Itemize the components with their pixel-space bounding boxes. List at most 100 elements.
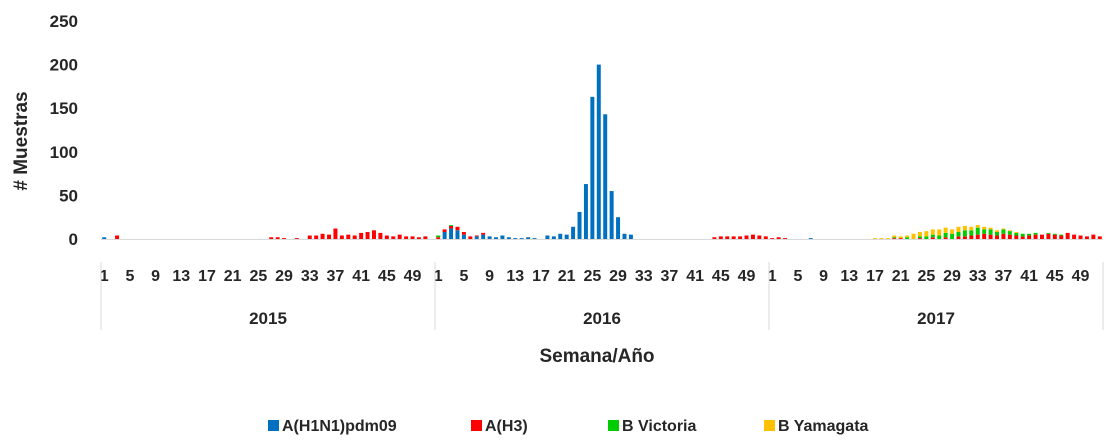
bar-segment [1065,232,1070,239]
bar-segment [898,236,903,239]
bar-segment [102,237,107,239]
bar-segment [982,226,987,230]
bar-segment [359,232,364,239]
bar-segment [1059,235,1064,239]
bar-segment [474,236,479,239]
bar-segment [468,236,473,239]
bar-segment [545,235,550,239]
bar-segment [1052,234,1057,239]
x-tick-label: 33 [969,268,987,285]
bar-segment [917,232,922,237]
x-tick-label: 21 [224,268,242,285]
bar-segment [461,232,466,235]
bar-segment [590,96,595,239]
bar-segment [1033,232,1038,235]
bar-segment [995,230,1000,233]
bar-segment [930,234,935,238]
bar-segment [269,237,274,239]
bar-segment [526,237,531,239]
bar-segment [487,236,492,239]
bar-segment [995,232,1000,236]
bar-segment [924,231,929,237]
bar-segment [275,237,280,239]
bar-segment [962,236,967,239]
bar-segment [879,238,884,239]
bar-segment [1014,232,1019,236]
bar-segment [892,237,897,239]
bar-segment [609,191,614,239]
bar-segment [410,236,415,239]
bar-segment [956,232,961,237]
x-tick-label: 33 [635,268,653,285]
bar-segment [975,234,980,239]
bar-segment [950,233,955,239]
bar-segment [962,230,967,237]
bar-segment [757,235,762,239]
bar-segment [596,64,601,239]
bar-segment [314,235,319,239]
x-tick-label: 37 [327,268,345,285]
x-tick-label: 45 [1046,268,1064,285]
bar-segment [1001,228,1006,230]
legend-label: B Yamagata [778,418,869,435]
x-tick-label: 25 [917,268,935,285]
bar-segment [532,238,537,239]
bar-segment [988,234,993,239]
x-axis-year-frame [100,239,1104,330]
bar-segment [371,230,376,239]
bar-segment [937,235,942,239]
bar-segment [1039,234,1044,239]
bar-segment [416,237,421,239]
x-axis-title: Semana/Año [539,346,654,367]
x-tick-label: 13 [840,268,858,285]
bar-segment [988,227,993,230]
bar-segment [352,235,357,239]
bar-segment [1072,234,1077,239]
bar-segment [924,236,929,239]
x-tick-label: 41 [1020,268,1038,285]
bar-segment [956,236,961,239]
bar-segment [969,230,974,236]
bar-segment [905,237,910,239]
x-tick-label: 29 [275,268,293,285]
x-tick-label: 1 [434,268,443,285]
bar-segment [603,114,608,239]
y-tick-label: 100 [50,143,78,162]
x-tick-label: 49 [738,268,756,285]
bar-segment [1001,233,1006,239]
x-tick-label: 13 [506,268,524,285]
bar-segment [776,237,781,239]
bar-segment [449,228,454,239]
y-tick-label: 0 [69,230,78,249]
bar-segment [943,232,948,238]
bar-segment [937,229,942,236]
bar-segment [391,236,396,239]
bar-segment [327,234,332,239]
x-tick-label: 9 [151,268,160,285]
legend-swatch [608,420,619,431]
bar-segment [1014,232,1019,233]
bar-segment [1027,233,1032,236]
bar-segment [872,238,877,239]
x-tick-label: 25 [583,268,601,285]
bar-segment [378,232,383,239]
bar-segment [738,236,743,239]
legend: A(H1N1)pdm09 A(H3) B Victoria B Yamagata [268,418,869,435]
x-tick-label: 5 [125,268,134,285]
x-axis-year-labels: 2015 2016 2017 [249,309,955,328]
year-label: 2017 [917,309,955,328]
x-tick-label: 13 [172,268,190,285]
bar-segment [384,235,389,239]
bar-segment [506,237,511,239]
bar-segment [449,225,454,226]
bar-segment [1033,234,1038,239]
bar-segment [725,236,730,239]
x-tick-label: 41 [352,268,370,285]
bar-segment [1097,236,1102,239]
bar-segment [365,232,370,239]
bar-segment [975,225,980,228]
bar-segment [442,229,447,233]
bar-segment [917,238,922,239]
bar-segment [455,226,460,231]
bar-segment [1020,233,1025,237]
